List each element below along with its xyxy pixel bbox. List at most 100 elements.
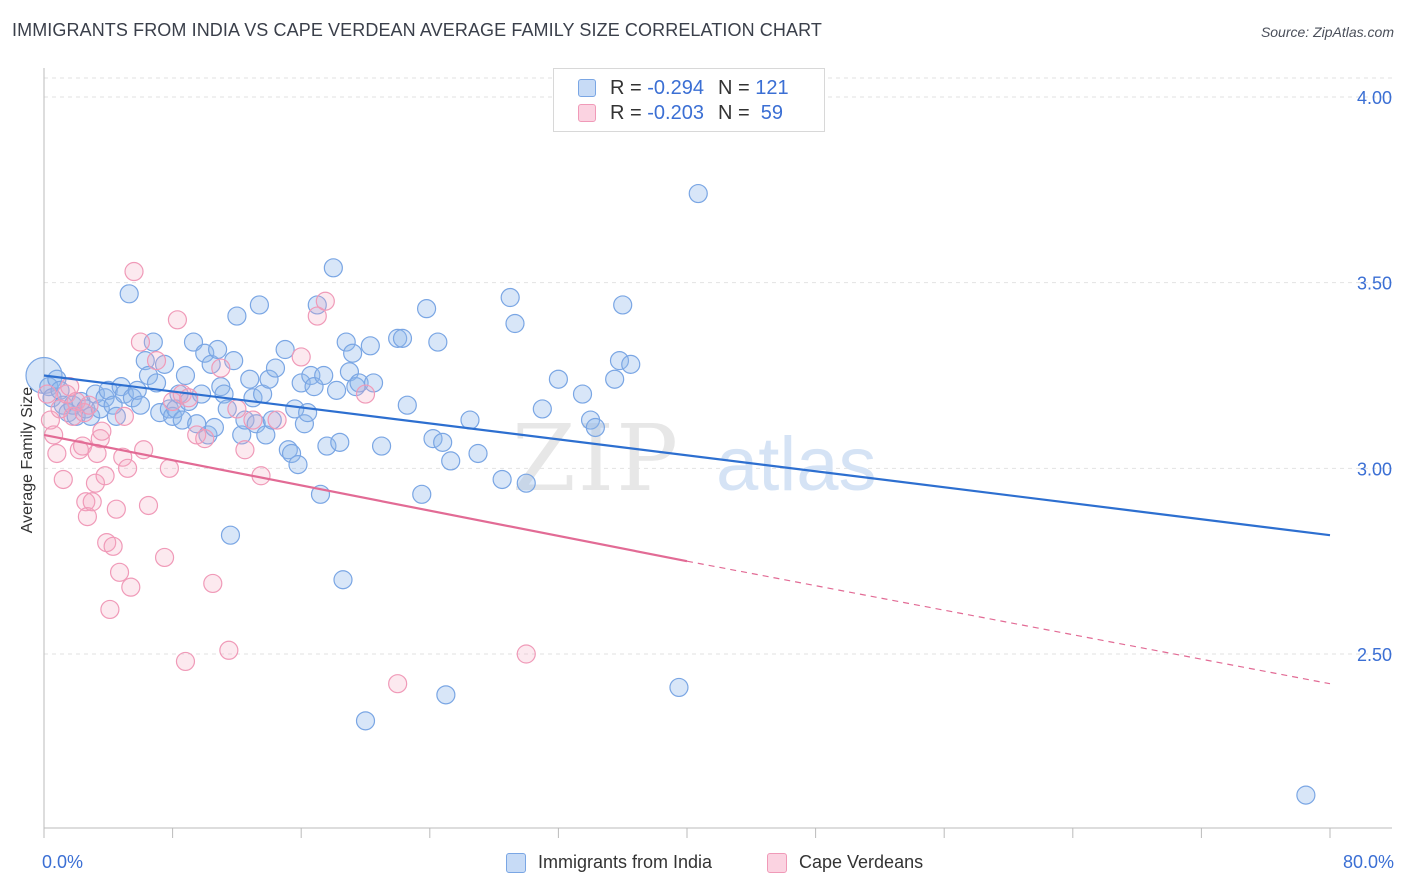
stats-row-cape-verdean: R = -0.203 N = 59 [578, 102, 783, 124]
point-india [516, 473, 536, 493]
point-india [304, 377, 324, 397]
point-india [572, 384, 593, 404]
point-india [98, 380, 118, 400]
point-india [278, 440, 298, 460]
y-tick-label: 3.00 [1357, 459, 1392, 479]
point-india [204, 417, 224, 438]
points [25, 183, 1316, 805]
point-india [285, 399, 305, 419]
point-india [371, 436, 392, 456]
legend-label-cape-verdean: Cape Verdeans [799, 852, 924, 872]
point-india [388, 328, 408, 348]
point-india [298, 403, 318, 423]
stats-row-india: R = -0.294 N = 121 [578, 77, 789, 99]
point-india [195, 343, 215, 363]
point-cape-verdean [103, 536, 123, 556]
point-india [492, 469, 512, 490]
point-india [436, 685, 456, 705]
point-india [343, 343, 363, 363]
point-india [135, 351, 155, 371]
point-cape-verdean [159, 458, 179, 478]
point-india [412, 484, 432, 504]
legend-swatch-cape-verdean [767, 852, 787, 873]
point-india [585, 417, 605, 438]
point-cape-verdean [117, 458, 138, 478]
point-cape-verdean [388, 674, 408, 694]
point-india [355, 711, 376, 731]
y-tick-label: 4.00 [1357, 88, 1392, 108]
point-india [433, 432, 453, 452]
point-cape-verdean [146, 351, 167, 371]
point-cape-verdean [121, 577, 141, 597]
stats-n-label: N = [717, 76, 750, 99]
point-india [175, 365, 196, 386]
point-india [333, 570, 353, 590]
point-india [360, 336, 380, 356]
watermark: ZIP atlas [512, 405, 877, 512]
y-tick-label: 3.50 [1357, 274, 1392, 294]
point-india [416, 299, 437, 319]
legend-swatch-india [506, 852, 526, 873]
point-cape-verdean [154, 547, 175, 568]
point-india [548, 369, 569, 389]
point-india [505, 313, 525, 334]
point-cape-verdean [82, 492, 102, 512]
stats-swatch-cape-verdean [578, 104, 596, 122]
point-cape-verdean [37, 384, 57, 404]
point-india [349, 373, 369, 393]
point-india [262, 410, 282, 430]
point-india [275, 339, 295, 360]
point-india [613, 295, 633, 315]
point-cape-verdean [203, 573, 223, 594]
point-india [314, 365, 334, 386]
point-india [326, 380, 347, 400]
point-india [130, 395, 151, 415]
point-india [317, 436, 337, 456]
point-india [669, 677, 689, 698]
stats-n-value: 121 [755, 76, 789, 99]
point-cape-verdean [291, 347, 311, 367]
point-india [150, 403, 170, 423]
point-cape-verdean [267, 410, 287, 430]
trend-line-extension-cape-verdean [686, 560, 1331, 685]
watermark-atlas: atlas [716, 422, 877, 507]
point-india [106, 406, 126, 426]
point-india [363, 373, 384, 393]
point-india [172, 410, 192, 430]
point-india [468, 443, 488, 464]
chart-title: IMMIGRANTS FROM INDIA VS CAPE VERDEAN AV… [12, 20, 822, 40]
point-india [138, 365, 159, 386]
point-cape-verdean [195, 429, 215, 449]
point-cape-verdean [355, 384, 376, 404]
point-cape-verdean [109, 562, 130, 582]
point-india [246, 414, 266, 434]
point-india [330, 432, 350, 452]
point-india [460, 410, 480, 430]
point-cape-verdean [95, 466, 115, 486]
point-cape-verdean [227, 399, 247, 419]
point-cape-verdean [100, 599, 120, 620]
point-india [90, 399, 110, 419]
point-india [220, 525, 241, 545]
point-cape-verdean [138, 495, 159, 516]
point-cape-verdean [106, 499, 126, 519]
point-india [609, 351, 630, 371]
point-india [423, 429, 443, 449]
point-india [259, 369, 279, 389]
point-india [288, 455, 308, 475]
point-india [688, 183, 708, 204]
point-cape-verdean [179, 388, 199, 408]
point-cape-verdean [124, 261, 144, 282]
point-cape-verdean [130, 332, 151, 352]
point-cape-verdean [219, 640, 239, 660]
point-india [500, 287, 520, 308]
point-cape-verdean [167, 310, 188, 330]
series-legend: Immigrants from India Cape Verdeans [0, 852, 1406, 878]
y-tick-label: 2.50 [1357, 645, 1392, 665]
x-tick-max: 80.0% [1342, 852, 1394, 872]
legend-label-india: Immigrants from India [538, 852, 713, 872]
legend-item-india[interactable]: Immigrants from India [506, 852, 712, 873]
legend-item-cape-verdean[interactable]: Cape Verdeans [767, 852, 923, 873]
stats-swatch-india [578, 79, 596, 97]
stats-r-value: -0.203 [647, 101, 704, 124]
